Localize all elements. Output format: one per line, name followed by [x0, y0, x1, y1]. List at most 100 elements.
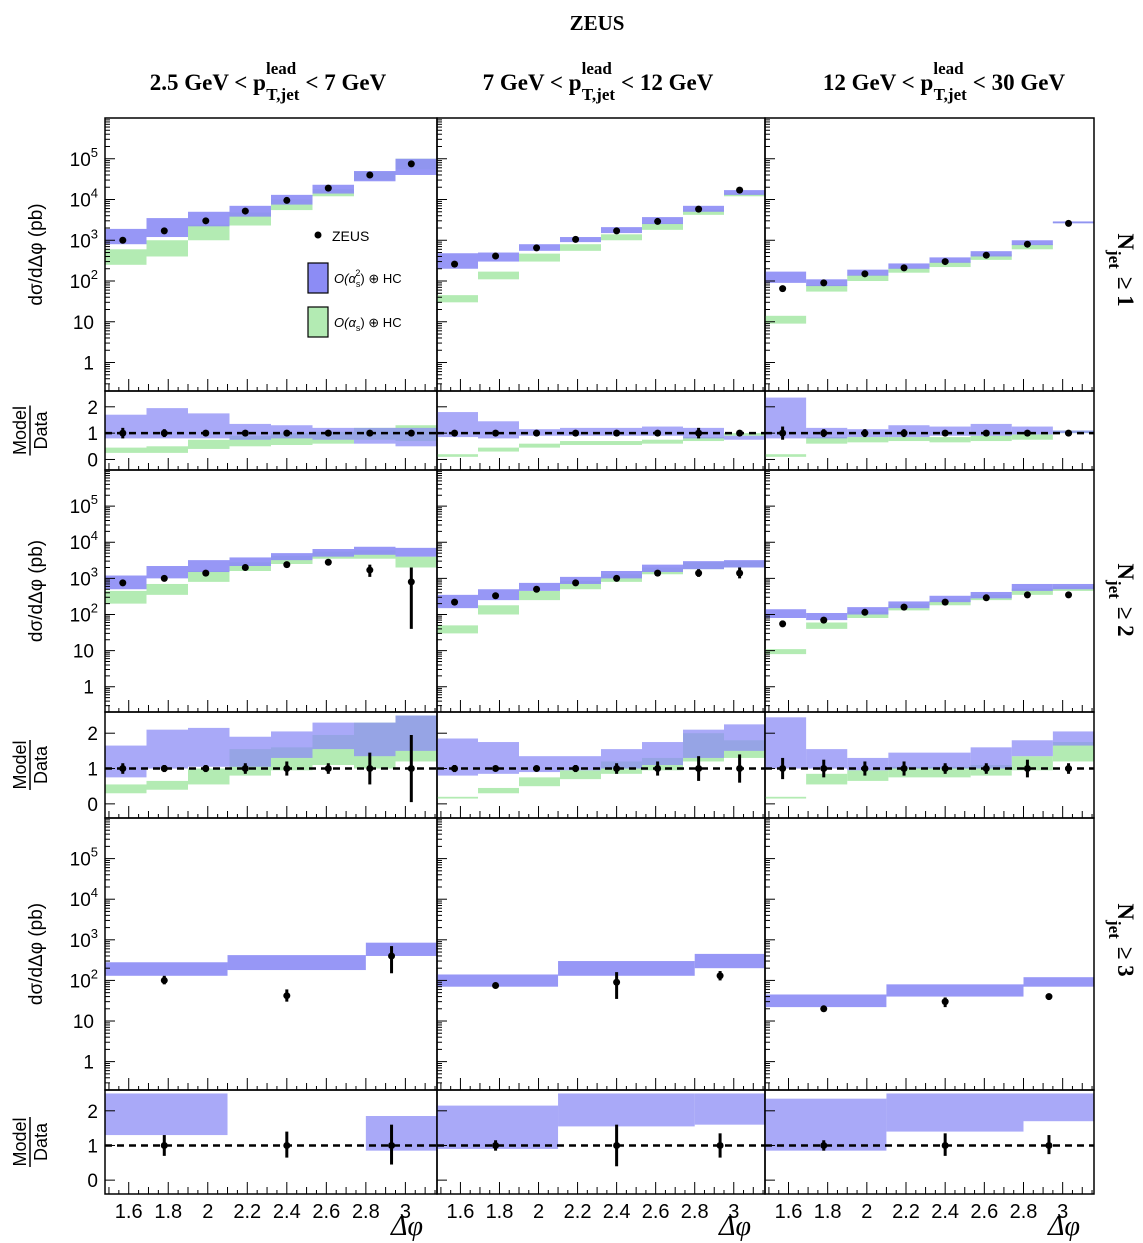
data-point [119, 236, 127, 244]
ratio-nlo-band [312, 722, 354, 750]
cs-ytick-label: 105 [70, 845, 98, 871]
ratio-point [820, 1141, 828, 1149]
data-point [779, 285, 787, 293]
xtick-label: 2 [202, 1201, 213, 1223]
header-sub: T,jet [934, 85, 968, 104]
data-point [492, 592, 500, 600]
row-sub: jet [1105, 579, 1124, 599]
lo-band [929, 261, 971, 268]
ratio-nlo-band [1023, 1093, 1094, 1122]
header-sup: lead [266, 59, 297, 78]
xtick-label: 2.6 [970, 1201, 998, 1223]
header-sub: T,jet [266, 85, 300, 104]
ratio-nlo-band [886, 1093, 1024, 1132]
cs-ylabel: dσ/dΔφ (pb) [26, 540, 47, 642]
nlo-band [558, 961, 695, 976]
ratio-nlo-band [365, 1116, 437, 1151]
cs-ytick-base: 10 [70, 971, 91, 992]
data-point [736, 186, 744, 194]
ratio-point [160, 1141, 168, 1149]
header-post: < 7 GeV [305, 70, 386, 95]
nlo-band [365, 942, 437, 956]
cs-ytick-exponent: 4 [91, 528, 98, 543]
ratio-nlo-band [188, 727, 230, 767]
data-point [820, 279, 828, 287]
cs-ytick-exponent: 5 [91, 492, 98, 507]
data-point [283, 992, 291, 1000]
data-point [451, 260, 459, 268]
lo-band [847, 275, 889, 282]
legend-nlo-pre: O(α [334, 271, 356, 286]
ratio-nlo-band [271, 425, 313, 439]
nlo-band [105, 228, 147, 245]
data-point [1023, 591, 1031, 599]
x-axis-titles: 1.6 1.8 2 2.2 2.4 2.6 2.8 3Δφ 1.6 1.8 2 2.2 2.4 2.6 2.… [115, 1201, 1080, 1242]
cs-ytick-exponent: 2 [91, 267, 98, 282]
row-header-2: Njet ≥ 3 [1105, 903, 1138, 976]
ratio-lo-band [724, 433, 765, 436]
data-point [982, 594, 990, 602]
data-point [613, 978, 621, 986]
row-main: N [1113, 563, 1138, 580]
ratio-nlo-band [929, 752, 971, 769]
panel-2-0 [104, 817, 438, 1195]
ratio-point [492, 1141, 500, 1149]
ratio-point [451, 765, 459, 773]
data-point [572, 235, 580, 243]
panel-1-0 [104, 469, 438, 819]
nlo-band [395, 547, 437, 557]
cs-ytick-base: 10 [70, 150, 91, 171]
cs-ytick-label: 103 [70, 226, 98, 252]
ratio-point [941, 429, 949, 437]
legend-lo-swatch [307, 306, 329, 338]
nlo-band [806, 613, 848, 621]
data-point [407, 160, 415, 168]
data-point [388, 952, 396, 960]
nlo-band [1011, 583, 1053, 591]
ratio-point [900, 765, 908, 773]
column-headers: 2.5 GeV < plead T,jet < 7 GeV 7 GeV < plead… [150, 59, 1066, 104]
nlo-band [229, 557, 271, 567]
ratio-point [160, 429, 168, 437]
nlo-band [601, 571, 642, 579]
ratio-nlo-band [478, 421, 519, 439]
nlo-band [970, 591, 1012, 599]
x-axis-title: Δφ [390, 1211, 423, 1242]
cs-ytick-label: 105 [70, 492, 98, 518]
nlo-band [560, 576, 601, 584]
xtick-label: 1.8 [814, 1201, 842, 1223]
data-point [1065, 219, 1073, 227]
data-point [941, 598, 949, 606]
nlo-band [1023, 977, 1094, 987]
xtick-label: 2.6 [312, 1201, 340, 1223]
nlo-band [765, 609, 807, 619]
data-point [407, 578, 415, 586]
ratio-point [324, 765, 332, 773]
xtick-label: 1.8 [154, 1201, 182, 1223]
ratio-nlo-band [765, 717, 807, 769]
xtick-label: 2.4 [273, 1201, 301, 1223]
lo-band [395, 556, 437, 568]
row-headers: Njet ≥ 1 Njet ≥ 2 Njet ≥ 3 [1105, 233, 1138, 976]
row-main: N [1113, 233, 1138, 250]
ratio-nlo-band [229, 736, 271, 767]
ratio-nlo-band [229, 423, 271, 440]
ratio-point [202, 765, 210, 773]
cs-ytick-exponent: 3 [91, 226, 98, 241]
data-point [119, 579, 127, 587]
nlo-band [146, 566, 188, 579]
ratio-point [407, 429, 415, 437]
cs-ylabel: dσ/dΔφ (pb) [26, 203, 47, 305]
xtick-label: 3 [400, 1201, 411, 1223]
ratio-point [451, 429, 459, 437]
ratio-point [1045, 1141, 1053, 1149]
data-point [160, 574, 168, 582]
cs-ytick-exponent: 5 [91, 145, 98, 160]
lo-band [519, 590, 560, 601]
ratio-point [407, 765, 415, 773]
ratio-point [1023, 765, 1031, 773]
cs-ytick-base: 10 [70, 497, 91, 518]
